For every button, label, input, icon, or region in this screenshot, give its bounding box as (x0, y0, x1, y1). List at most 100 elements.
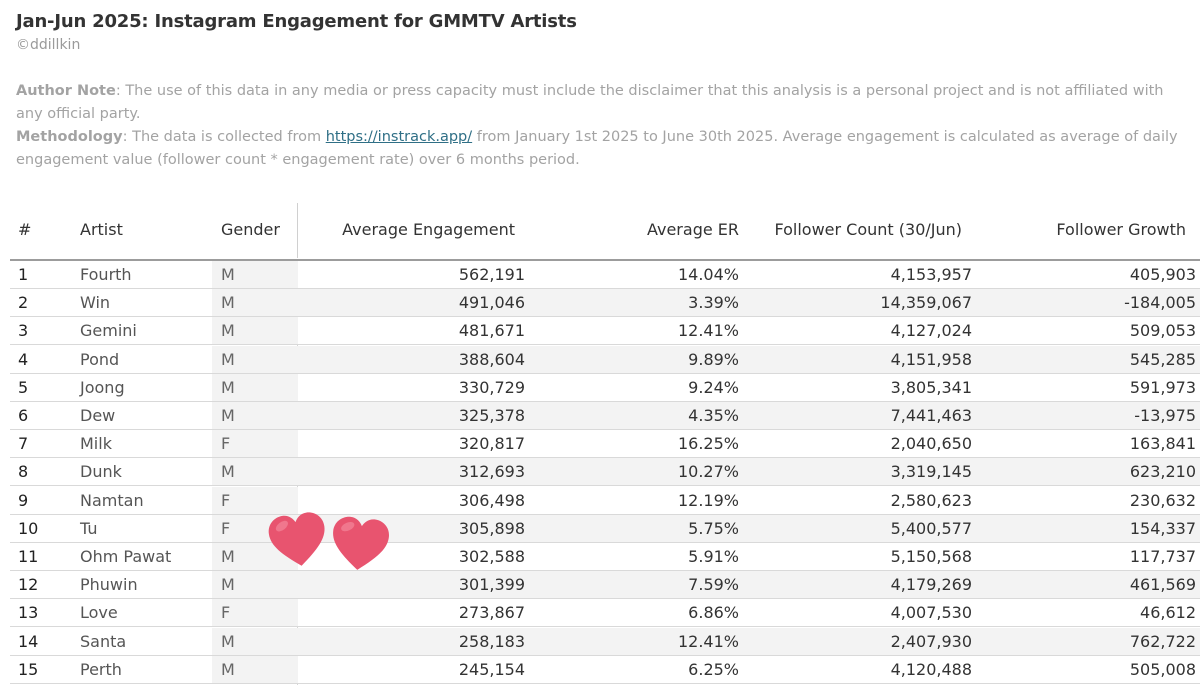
artist-cell: Fourth (80, 265, 132, 284)
rank-cell: 5 (18, 377, 29, 397)
follower-count-cell: 2,040,650 (890, 434, 972, 454)
table-row: 2 Win M 491,046 3.39% 14,359,067 -184,005 (10, 289, 1200, 318)
artist-cell: Pond (80, 349, 120, 369)
follower-count-cell: 4,127,024 (890, 321, 972, 341)
table-row: 7 Milk F 320,817 16.25% 2,040,650 163,841 (10, 430, 1200, 459)
artist-cell: Phuwin (80, 575, 138, 595)
average-engagement-cell: 273,867 (458, 603, 525, 623)
average-engagement-cell: 302,588 (458, 547, 525, 566)
follower-count-cell: 4,120,488 (890, 659, 972, 679)
heart-right-shape (333, 516, 389, 570)
table-row: 12 Phuwin M 301,399 7.59% 4,179,269 461,569 (10, 571, 1200, 600)
rank-cell: 9 (18, 490, 29, 510)
table-row: 6 Dew M 325,378 4.35% 7,441,463 -13,975 (10, 402, 1200, 430)
gender-cell-bg (212, 430, 298, 458)
follower-count-cell: 4,153,957 (890, 265, 972, 284)
gender-cell-bg (212, 458, 298, 486)
instrack-link[interactable]: https://instrack.app/ (325, 129, 473, 145)
gender-cell: M (221, 406, 235, 425)
artist-cell: Perth (80, 659, 122, 679)
follower-growth-cell: 505,008 (1129, 659, 1196, 679)
heart-icon (333, 516, 389, 570)
artist-cell: Love (80, 603, 118, 623)
artist-cell: Ohm Pawat (80, 547, 172, 566)
rank-cell: 13 (18, 603, 39, 623)
follower-growth-cell: 46,612 (1140, 603, 1196, 623)
measures-bg (298, 514, 1200, 542)
header-rule (10, 259, 1200, 261)
average-er-cell: 14.04% (677, 265, 739, 284)
artist-cell: Tu (80, 518, 98, 538)
gender-cell: M (221, 265, 235, 284)
rank-cell: 15 (18, 659, 39, 679)
follower-count-cell: 2,407,930 (890, 631, 972, 651)
follower-growth-cell: 154,337 (1129, 518, 1196, 538)
credit-text: ©ddillkin (16, 37, 81, 53)
average-er-cell: 9.24% (688, 377, 739, 397)
gender-cell: M (221, 575, 235, 595)
average-er-cell: 6.25% (688, 659, 739, 679)
page-title: Jan-Jun 2025: Instagram Engagement for G… (16, 11, 577, 32)
follower-count-cell: 5,400,577 (890, 518, 972, 538)
average-er-cell: 5.91% (688, 547, 739, 566)
header-follower-count: Follower Count (30/Jun) (774, 220, 962, 239)
author-note: Author Note: The use of this data in any… (16, 80, 1184, 126)
gender-cell: M (221, 659, 235, 679)
header-average-er: Average ER (646, 220, 739, 239)
artist-cell: Joong (80, 377, 125, 397)
average-er-cell: 12.41% (677, 631, 739, 651)
methodology-note: Methodology: The data is collected from … (16, 126, 1184, 172)
artist-cell: Dew (80, 406, 116, 425)
average-er-cell: 16.25% (677, 434, 739, 454)
artist-cell: Namtan (80, 490, 144, 510)
average-engagement-cell: 320,817 (458, 434, 525, 454)
rank-cell: 3 (18, 321, 29, 341)
gender-cell-bg (212, 317, 298, 345)
table-row: 4 Pond M 388,604 9.89% 4,151,958 545,285 (10, 345, 1200, 374)
table-row: 3 Gemini M 481,671 12.41% 4,127,024 509,053 (10, 317, 1200, 346)
methodology-text-end: from January 1st 2025 to June 30th 2025.… (16, 129, 1178, 168)
measures-bg (298, 627, 1200, 655)
average-engagement-cell: 491,046 (458, 293, 525, 313)
follower-growth-cell: 230,632 (1129, 490, 1196, 510)
gender-cell: M (221, 631, 235, 651)
measures-bg (298, 571, 1200, 599)
measures-bg (298, 317, 1200, 344)
measures-bg (298, 656, 1200, 683)
gender-cell-bg (212, 627, 298, 655)
table-row: 13 Love F 273,867 6.86% 4,007,530 46,612 (10, 599, 1200, 628)
gender-cell-bg (212, 486, 298, 514)
average-er-cell: 12.41% (677, 321, 739, 341)
follower-count-cell: 4,007,530 (890, 603, 972, 623)
average-er-cell: 7.59% (688, 575, 739, 595)
gender-cell: M (221, 321, 235, 341)
rank-cell: 4 (18, 349, 29, 369)
rank-cell: 6 (18, 406, 29, 425)
average-engagement-cell: 325,378 (458, 406, 525, 425)
artist-cell: Santa (80, 631, 127, 651)
heart-icon (268, 512, 325, 566)
average-er-cell: 4.35% (688, 406, 739, 425)
heart-right-shine (341, 521, 355, 532)
follower-count-cell: 14,359,067 (880, 293, 972, 313)
header-divider (297, 203, 298, 258)
artist-cell: Dunk (80, 462, 122, 482)
header-average-engagement: Average Engagement (342, 220, 515, 239)
gender-cell: M (221, 377, 235, 397)
gender-cell: F (221, 518, 231, 538)
average-engagement-cell: 481,671 (458, 321, 525, 341)
measures-bg (298, 345, 1200, 373)
table-row: 9 Namtan F 306,498 12.19% 2,580,623 230,632 (10, 486, 1200, 515)
average-engagement-cell: 258,183 (458, 631, 525, 651)
gender-cell: M (221, 349, 235, 369)
follower-growth-cell: 461,569 (1129, 575, 1196, 595)
rank-cell: 8 (18, 462, 29, 482)
rank-cell: 7 (18, 434, 29, 454)
hearts-decoration (268, 512, 389, 570)
follower-count-cell: 3,805,341 (890, 377, 972, 397)
average-er-cell: 3.39% (688, 293, 739, 313)
gender-cell-bg (212, 289, 298, 317)
gender-cell: M (221, 462, 235, 482)
average-engagement-cell: 306,498 (458, 490, 525, 510)
gender-cell-bg (212, 655, 298, 683)
